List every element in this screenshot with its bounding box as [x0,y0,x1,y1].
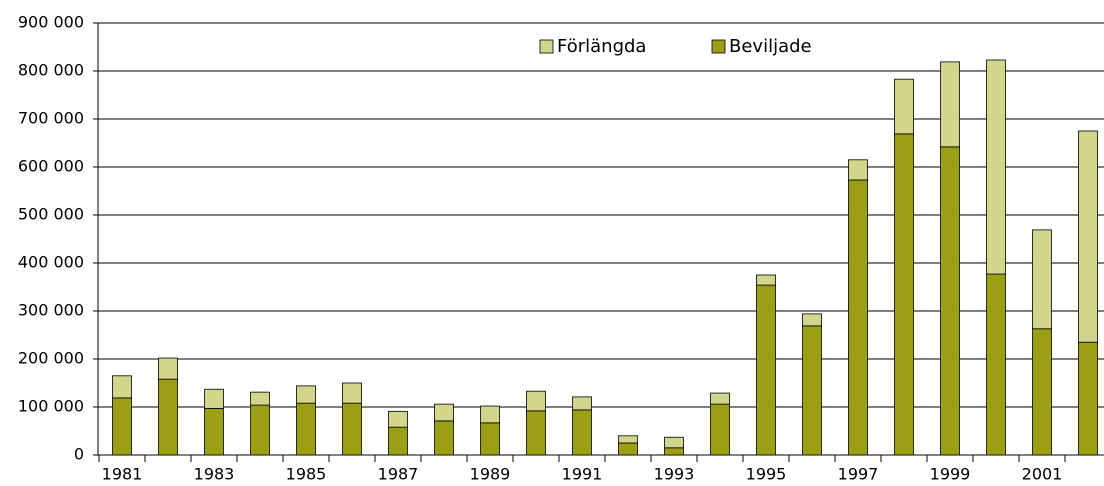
bar-segment [848,179,868,456]
x-tick-label: 1981 [102,465,143,484]
bar-segment [940,61,960,148]
bar-segment [1078,130,1098,343]
legend-label: Beviljade [729,36,812,57]
bar-segment [894,133,914,456]
bar-segment [802,313,822,327]
y-tick-label: 100 000 [18,397,84,416]
bar-segment [112,375,132,399]
bar-segment [526,390,546,412]
bar-segment [112,397,132,456]
bar-segment [710,392,730,405]
bar-segment [986,59,1006,275]
y-tick-label: 600 000 [18,157,84,176]
bar-segment [664,436,684,449]
bar-segment [1078,341,1098,456]
bar-segment [388,426,408,456]
x-tick-label: 2001 [1022,465,1063,484]
bar-segment [480,422,500,456]
x-tick-label: 1991 [562,465,603,484]
bar-segment [848,159,868,181]
bar-segment [296,385,316,404]
bar-segment [940,146,960,456]
bar-segment [342,402,362,456]
x-tick-label: 1995 [746,465,787,484]
bar-segment [1032,328,1052,456]
bar-segment [802,325,822,456]
x-tick-label: 1985 [286,465,327,484]
bar-segment [986,273,1006,456]
bar-segment [296,402,316,456]
y-tick-label: 800 000 [18,61,84,80]
y-tick-label: 200 000 [18,349,84,368]
x-tick-label: 1987 [378,465,419,484]
bar-segment [158,378,178,456]
bar-segment [756,274,776,286]
bar-segment [250,391,270,406]
bar-segment [756,284,776,456]
bar-segment [204,388,224,409]
bar-segment [1032,229,1052,330]
bar-segment [480,405,500,424]
bar-segment [894,78,914,135]
bar-segment [342,382,362,404]
legend-swatch [711,39,726,54]
y-tick-label: 400 000 [18,253,84,272]
bar-segment [664,447,684,456]
bar-segment [572,396,592,411]
bar-segment [158,357,178,380]
legend-swatch [539,39,554,54]
legend-label: Förlängda [557,36,646,57]
bar-segment [434,420,454,456]
y-tick-label: 900 000 [18,13,84,32]
bar-segment [204,408,224,456]
x-tick-label: 1993 [654,465,695,484]
bar-segment [434,403,454,422]
y-tick-label: 500 000 [18,205,84,224]
bar-segment [526,410,546,456]
bar-segment [388,410,408,428]
x-tick-label: 1983 [194,465,235,484]
y-tick-label: 0 [74,445,84,464]
x-tick-label: 1989 [470,465,511,484]
bar-segment [618,435,638,444]
x-tick-label: 1999 [930,465,971,484]
x-tick-label: 1997 [838,465,879,484]
bar-segment [618,442,638,456]
bar-segment [572,409,592,456]
y-tick-label: 300 000 [18,301,84,320]
bar-segment [250,404,270,456]
bar-segment [710,403,730,456]
y-tick-label: 700 000 [18,109,84,128]
